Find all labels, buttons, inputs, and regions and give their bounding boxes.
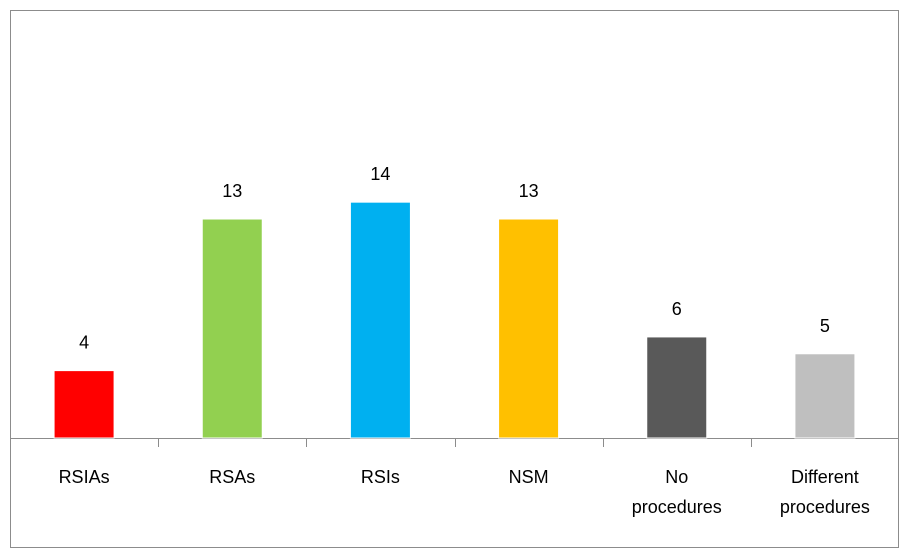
data-label: 14 xyxy=(370,164,390,184)
bar xyxy=(646,336,708,439)
data-label: 13 xyxy=(519,181,539,201)
bar xyxy=(349,201,411,439)
x-tick-label: NSM xyxy=(508,467,549,487)
x-tick-label: No procedures xyxy=(631,467,722,517)
x-tick-label: RSAs xyxy=(209,467,256,487)
bar xyxy=(201,218,263,439)
data-label: 4 xyxy=(79,333,89,353)
bar xyxy=(794,353,856,439)
data-label: 13 xyxy=(222,181,242,201)
x-tick-label: Different procedures xyxy=(779,467,870,517)
x-tick-label: RSIAs xyxy=(58,467,110,487)
x-tick-label: RSIs xyxy=(360,467,400,487)
bar xyxy=(53,370,115,439)
data-label: 5 xyxy=(820,316,830,336)
data-label: 6 xyxy=(672,299,682,319)
bar xyxy=(498,218,560,439)
chart-frame xyxy=(10,10,899,548)
